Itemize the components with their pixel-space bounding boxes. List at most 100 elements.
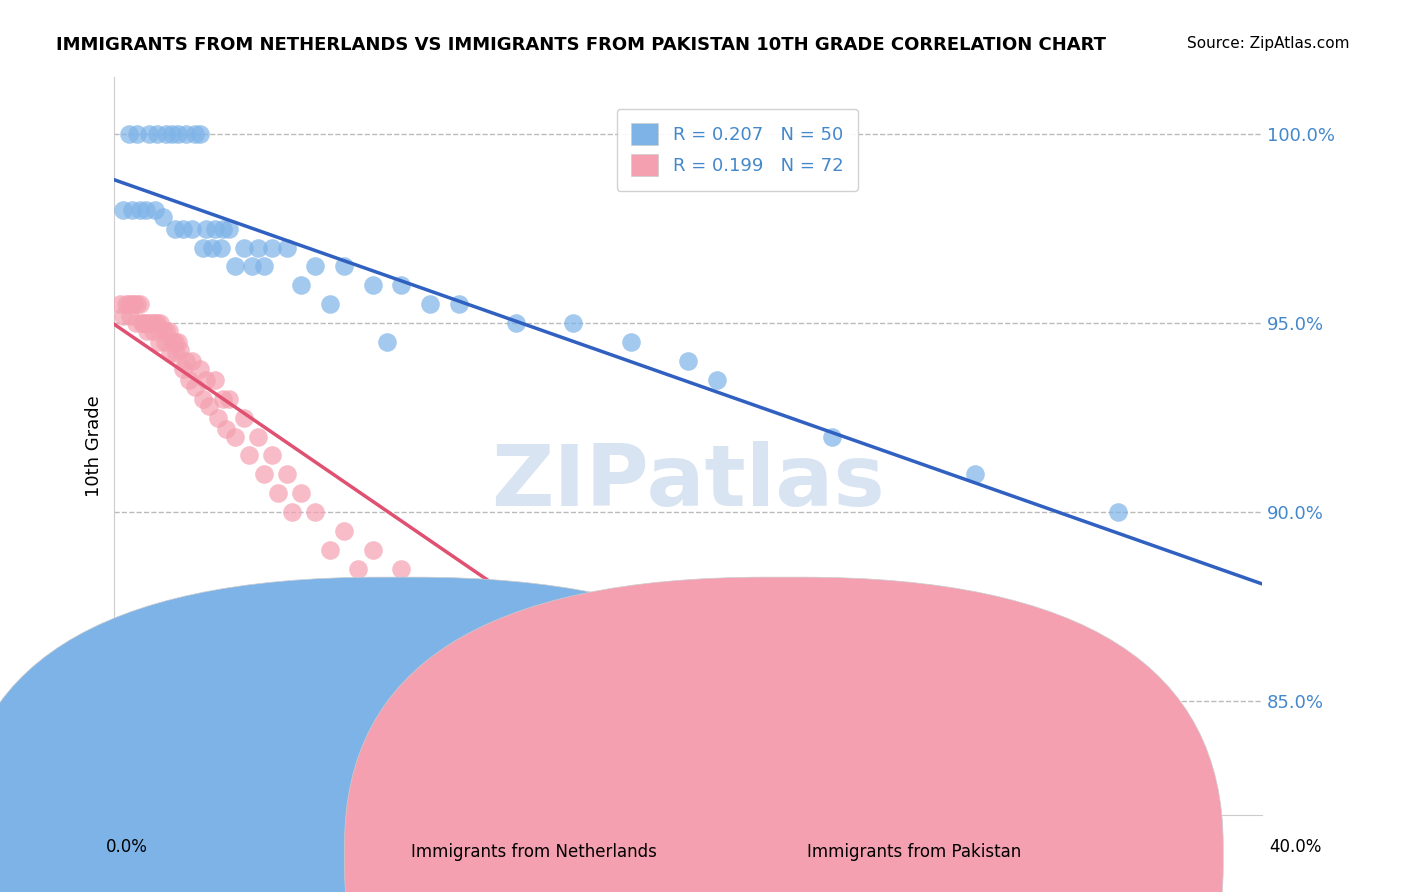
Point [347, 562, 370, 576]
Point [159, 346, 181, 360]
Point [820, 713, 842, 727]
Point [505, 316, 527, 330]
Point [562, 316, 585, 330]
Point [111, 202, 134, 217]
Point [118, 127, 141, 141]
Point [174, 127, 197, 141]
Point [165, 346, 187, 360]
Point [304, 260, 326, 274]
Point [252, 467, 274, 482]
Point [706, 373, 728, 387]
Point [155, 127, 177, 141]
Point [204, 373, 226, 387]
Point [148, 334, 170, 349]
Y-axis label: 10th Grade: 10th Grade [86, 395, 103, 497]
Point [209, 241, 232, 255]
Point [129, 297, 152, 311]
Point [533, 637, 555, 651]
Point [124, 297, 146, 311]
Point [120, 309, 142, 323]
Point [419, 581, 441, 595]
Point [276, 467, 298, 482]
Point [141, 316, 163, 330]
Legend: R = 0.207   N = 50, R = 0.199   N = 72: R = 0.207 N = 50, R = 0.199 N = 72 [617, 109, 858, 191]
Point [207, 410, 229, 425]
Point [201, 241, 224, 255]
Text: 0.0%: 0.0% [105, 838, 148, 856]
Point [333, 524, 356, 538]
Point [180, 354, 202, 368]
Point [111, 309, 134, 323]
Point [138, 316, 160, 330]
Point [238, 449, 260, 463]
Point [734, 694, 756, 708]
Point [212, 392, 235, 406]
Point [262, 449, 284, 463]
Point [184, 127, 207, 141]
Point [138, 127, 160, 141]
Point [125, 316, 148, 330]
Point [143, 316, 166, 330]
Point [963, 467, 986, 482]
Point [204, 221, 226, 235]
Point [174, 354, 197, 368]
Point [190, 361, 212, 376]
Point [131, 316, 153, 330]
Point [195, 373, 218, 387]
Point [232, 241, 254, 255]
Point [155, 324, 177, 338]
Point [820, 429, 842, 443]
Point [118, 297, 141, 311]
Point [281, 505, 304, 519]
Point [163, 221, 186, 235]
Point [361, 278, 384, 293]
Text: IMMIGRANTS FROM NETHERLANDS VS IMMIGRANTS FROM PAKISTAN 10TH GRADE CORRELATION C: IMMIGRANTS FROM NETHERLANDS VS IMMIGRANT… [56, 36, 1107, 54]
Point [218, 221, 240, 235]
Point [142, 324, 165, 338]
Point [375, 581, 398, 595]
Point [184, 380, 207, 394]
Point [152, 211, 174, 225]
Point [146, 127, 169, 141]
Point [290, 278, 312, 293]
Point [149, 316, 172, 330]
Point [405, 599, 427, 614]
Text: 40.0%: 40.0% [1270, 838, 1322, 856]
Point [108, 297, 131, 311]
Point [177, 373, 200, 387]
Point [198, 400, 221, 414]
Point [318, 297, 340, 311]
Point [127, 297, 149, 311]
Point [267, 486, 290, 500]
Point [152, 324, 174, 338]
Point [136, 324, 159, 338]
Point [172, 221, 194, 235]
Point [129, 202, 152, 217]
Point [132, 316, 155, 330]
Point [447, 599, 470, 614]
Point [252, 260, 274, 274]
Point [193, 241, 215, 255]
Text: Source: ZipAtlas.com: Source: ZipAtlas.com [1187, 36, 1350, 51]
Point [190, 127, 212, 141]
Text: ZIPatlas: ZIPatlas [491, 442, 884, 524]
Point [193, 392, 215, 406]
Point [157, 324, 180, 338]
Point [240, 260, 263, 274]
Point [218, 392, 240, 406]
Point [648, 675, 671, 690]
Point [620, 334, 643, 349]
Point [232, 410, 254, 425]
Point [212, 221, 235, 235]
Point [246, 241, 269, 255]
Point [166, 127, 188, 141]
Point [160, 127, 183, 141]
Point [591, 657, 613, 671]
Point [195, 221, 218, 235]
Point [224, 260, 246, 274]
Point [121, 202, 143, 217]
Point [180, 221, 202, 235]
Point [1107, 505, 1129, 519]
Point [389, 562, 412, 576]
Point [389, 278, 412, 293]
